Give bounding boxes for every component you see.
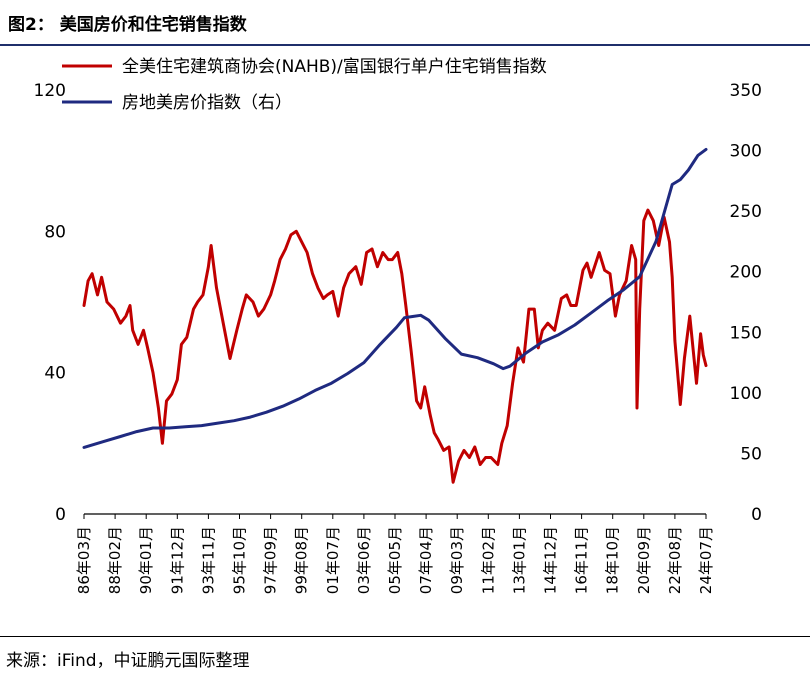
x-axis-tick-label: 88年02月 [106, 526, 124, 594]
x-axis-tick-label: 11年02月 [479, 526, 497, 594]
right-axis-tick-label: 0 [751, 505, 762, 525]
x-axis-tick-label: 22年08月 [666, 526, 684, 594]
x-axis-tick-label: 20年09月 [635, 526, 653, 594]
x-axis-tick-label: 93年11月 [199, 526, 217, 594]
source-note: 来源：iFind，中证鹏元国际整理 [6, 651, 250, 671]
x-axis-tick-label: 03年06月 [355, 526, 373, 594]
right-axis-tick-label: 300 [730, 142, 762, 162]
x-axis-tick-label: 05年05月 [386, 526, 404, 594]
legend-label-nahb: 全美住宅建筑商协会(NAHB)/富国银行单户住宅销售指数 [122, 57, 547, 77]
x-axis-tick-label: 14年12月 [542, 526, 560, 594]
right-axis-tick-label: 100 [730, 384, 762, 404]
series-line-house-price-index [82, 147, 708, 449]
right-axis-tick-label: 50 [740, 444, 762, 464]
x-axis-tick-label: 07年04月 [417, 526, 435, 594]
left-axis-tick-label: 80 [44, 222, 66, 242]
left-axis-tick-label: 120 [34, 81, 66, 101]
series-line-nahb-index [82, 208, 708, 484]
left-axis-tick-label: 40 [44, 364, 66, 384]
right-axis-tick-label: 200 [730, 263, 762, 283]
left-axis-tick-label: 0 [55, 505, 66, 525]
axes-layer: 0 40 80 120 0 50 100 150 200 250 300 350 86年03月 88年02… [34, 81, 762, 594]
x-axis-tick-label: 18年10月 [604, 526, 622, 594]
right-axis-tick-label: 150 [730, 323, 762, 343]
x-axis-tick-label: 90年01月 [137, 526, 155, 594]
right-axis-tick-label: 350 [730, 81, 762, 101]
right-axis-tick-label: 250 [730, 202, 762, 222]
figure-header: 图2： 美国房价和住宅销售指数 [0, 0, 810, 46]
x-axis-tick-label: 99年08月 [293, 526, 311, 594]
legend: 全美住宅建筑商协会(NAHB)/富国银行单户住宅销售指数 房地美房价指数（右） [62, 57, 547, 113]
x-axis-tick-label: 86年03月 [75, 526, 93, 594]
x-axis-tick-label: 09年03月 [448, 526, 466, 594]
figure-title: 图2： 美国房价和住宅销售指数 [8, 15, 247, 35]
legend-label-fhfa: 房地美房价指数（右） [122, 93, 292, 113]
x-axis-tick-label: 01年07月 [324, 526, 342, 594]
x-axis-tick-label: 16年11月 [573, 526, 591, 594]
x-axis-tick-label: 24年07月 [697, 526, 715, 594]
footer-rule [0, 636, 810, 637]
series-layer [82, 147, 708, 484]
x-axis-tick-label: 91年12月 [168, 526, 186, 594]
x-axis-tick-label: 13年01月 [510, 526, 528, 594]
x-axis-tick-label: 97年09月 [262, 526, 280, 594]
chart: 0 40 80 120 0 50 100 150 200 250 300 350 86年03月 88年02… [34, 57, 762, 594]
x-axis-tick-label: 95年10月 [231, 526, 249, 594]
